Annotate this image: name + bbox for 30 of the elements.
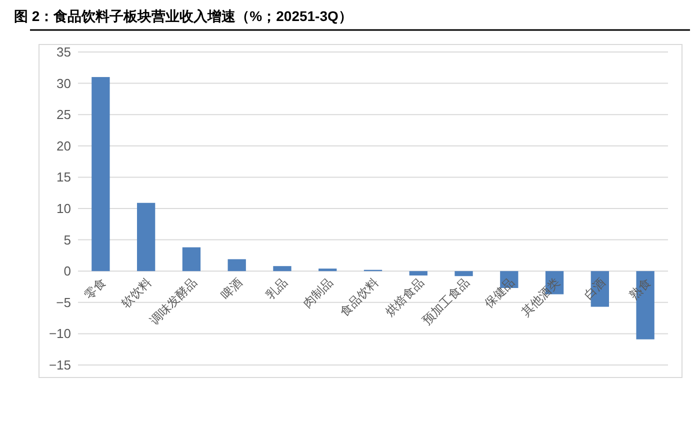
chart-title: 图 2：食品饮料子板块营业收入增速（%；20251-3Q） — [14, 8, 352, 24]
y-tick-label: 30 — [56, 76, 71, 91]
y-tick-label: −10 — [48, 326, 71, 342]
x-tick-label: 食品饮料 — [337, 275, 382, 320]
y-tick-label: −15 — [48, 358, 71, 372]
y-tick-label: 5 — [64, 232, 71, 248]
y-tick-label: 10 — [56, 201, 71, 216]
x-tick-label: 零食 — [82, 275, 109, 302]
bar — [454, 271, 473, 276]
x-tick-label: 肉制品 — [300, 275, 336, 311]
x-tick-label: 其他酒类 — [518, 275, 563, 320]
y-tick-label: 0 — [64, 264, 71, 279]
bar — [92, 77, 110, 272]
y-tick-label: 15 — [56, 170, 71, 185]
y-tick-label: 20 — [56, 138, 71, 154]
bar — [228, 259, 246, 272]
bar — [182, 247, 201, 272]
x-tick-label: 软饮料 — [118, 275, 154, 311]
x-tick-label: 白酒 — [581, 275, 608, 302]
x-tick-label: 啤酒 — [218, 275, 245, 302]
x-tick-label: 熟食 — [626, 275, 654, 302]
bar — [273, 266, 292, 272]
bar — [409, 271, 428, 276]
x-tick-label: 保健品 — [482, 275, 518, 311]
bar — [318, 268, 337, 272]
bar — [137, 202, 156, 272]
y-tick-label: 35 — [56, 44, 71, 60]
x-tick-label: 乳品 — [263, 275, 290, 302]
y-tick-label: 25 — [56, 107, 71, 122]
y-tick-label: −5 — [56, 294, 71, 310]
